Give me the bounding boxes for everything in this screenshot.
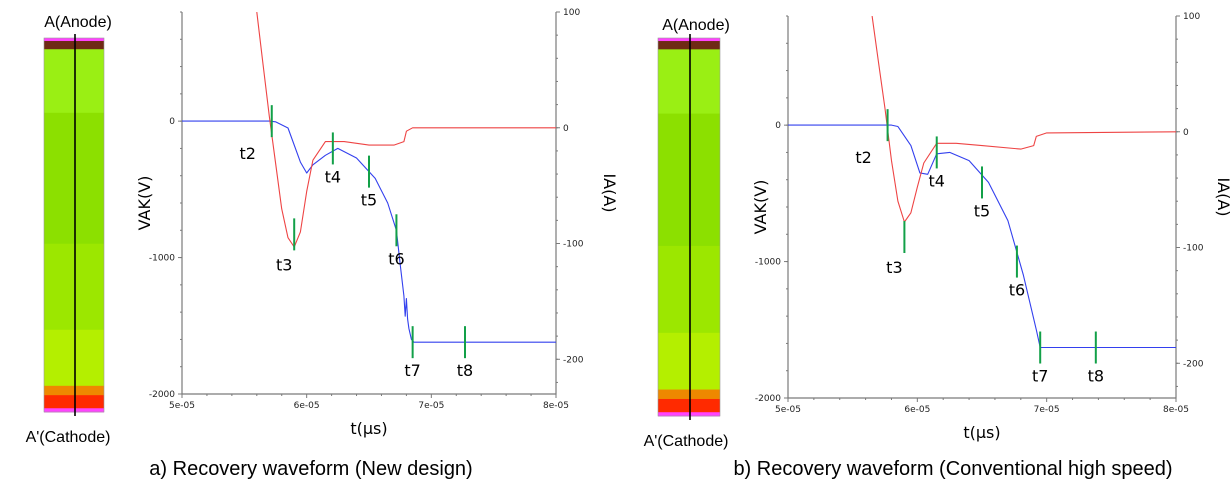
x-tick-label: 8e-05 <box>1163 405 1189 415</box>
time-marker-label: t6 <box>1009 281 1025 300</box>
x-tick-label: 7e-05 <box>418 401 444 411</box>
time-marker-label: t7 <box>404 361 420 380</box>
series-group <box>788 16 1176 349</box>
structure-band <box>658 389 720 400</box>
x-tick-label: 8e-05 <box>543 401 569 411</box>
structure-band <box>658 332 720 391</box>
structure-band <box>44 49 104 114</box>
anode-label: A(Anode) <box>44 14 112 31</box>
y2-axis-label: IA(A) <box>1214 177 1232 216</box>
device-structure-b: A(Anode) A'(Cathode) <box>644 17 730 450</box>
y2-axis-label: IA(A) <box>600 173 619 212</box>
time-marker-label: t3 <box>276 255 292 274</box>
time-marker-label: t8 <box>1088 367 1104 386</box>
x-tick-label: 6e-05 <box>294 401 320 411</box>
time-marker-label: t4 <box>929 171 945 190</box>
y2-tick-label: 100 <box>1183 12 1200 22</box>
chart-a: 5e-05 6e-05 7e-05 8e-05-2000-10000-200-1000… <box>135 8 619 480</box>
series-group <box>182 12 556 343</box>
structure-band <box>44 408 104 413</box>
y2-tick-label: 0 <box>563 124 569 134</box>
y2-tick-label: -200 <box>563 355 584 365</box>
structure-outline <box>43 37 105 413</box>
x-tick-label: 5e-05 <box>169 401 195 411</box>
x-tick-label: 6e-05 <box>904 405 930 415</box>
structure-outline <box>657 37 721 417</box>
anode-label: A(Anode) <box>662 17 730 34</box>
chart-b: 5e-05 6e-05 7e-05 8e-05-2000-10000-200-1000… <box>733 12 1232 480</box>
structure-band <box>44 329 104 387</box>
y-tick-label: -1000 <box>149 254 175 264</box>
figure-caption: b) Recovery waveform (Conventional high … <box>733 458 1172 480</box>
structure-band <box>44 38 104 42</box>
voltage-series-line <box>788 124 1176 349</box>
structure-band <box>658 412 720 417</box>
time-marker-label: t4 <box>325 167 341 186</box>
voltage-series-line <box>182 120 556 343</box>
time-marker-label: t3 <box>886 258 902 277</box>
y-tick-label: -1000 <box>755 258 781 268</box>
structure-band <box>658 113 720 247</box>
current-series-line <box>871 16 1176 223</box>
device-structure-a: A(Anode) A'(Cathode) <box>26 14 112 446</box>
time-marker-label: t6 <box>388 249 404 268</box>
structure-band <box>658 245 720 334</box>
y-axis-label: VAK(V) <box>135 176 154 231</box>
structure-band <box>44 385 104 396</box>
time-marker-label: t5 <box>361 191 377 210</box>
y2-tick-label: -200 <box>1183 359 1204 369</box>
cathode-label: A'(Cathode) <box>26 429 111 446</box>
time-marker-label: t2 <box>240 144 256 163</box>
cathode-label: A'(Cathode) <box>644 433 729 450</box>
time-marker-label: t2 <box>855 148 871 167</box>
x-tick-label: 7e-05 <box>1034 405 1060 415</box>
figure-caption: a) Recovery waveform (New design) <box>149 458 472 480</box>
structure-band <box>658 38 720 42</box>
y2-tick-label: 0 <box>1183 128 1189 138</box>
x-axis-label: t(μs) <box>963 423 1000 442</box>
x-axis-label: t(μs) <box>350 419 387 438</box>
structure-band <box>658 398 720 413</box>
y-tick-label: 0 <box>169 117 175 127</box>
x-tick-label: 5e-05 <box>775 405 801 415</box>
structure-band <box>658 41 720 50</box>
structure-band <box>44 395 104 409</box>
y2-tick-label: 100 <box>563 8 580 18</box>
current-series-line <box>256 12 556 248</box>
time-marker-label: t7 <box>1032 367 1048 386</box>
time-marker-label: t5 <box>974 201 990 220</box>
structure-band <box>44 243 104 331</box>
y-tick-label: -2000 <box>149 390 175 400</box>
structure-band <box>658 49 720 115</box>
y-tick-label: -2000 <box>755 394 781 404</box>
y2-tick-label: -100 <box>1183 244 1204 254</box>
time-marker-label: t8 <box>457 361 473 380</box>
y-axis-label: VAK(V) <box>751 180 770 235</box>
y-tick-label: 0 <box>775 121 781 131</box>
structure-band <box>44 112 104 245</box>
structure-band <box>44 40 104 50</box>
y2-tick-label: -100 <box>563 240 584 250</box>
